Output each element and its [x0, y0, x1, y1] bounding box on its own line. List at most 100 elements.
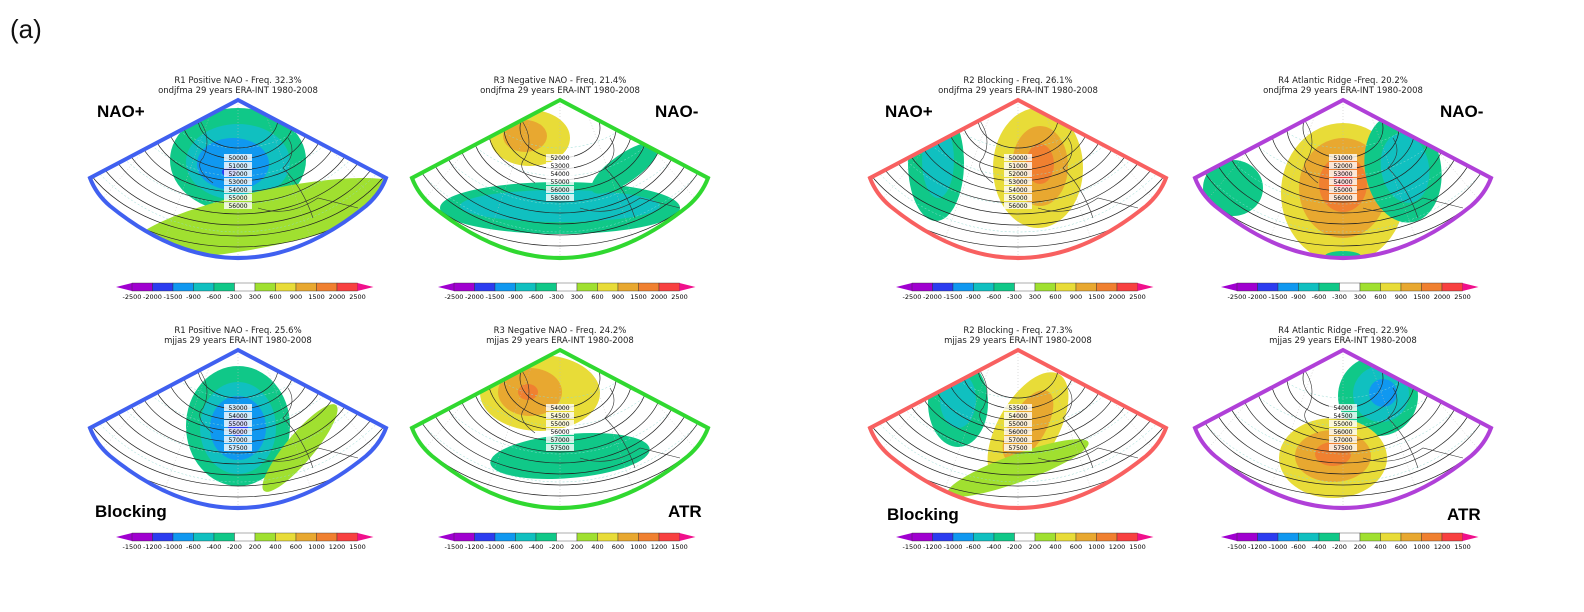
- panel-title: R1 Positive NAO - Freq. 32.3%: [174, 76, 302, 86]
- colorbar-tick-label: 1500: [1413, 293, 1430, 301]
- contour-label: 56000: [1333, 429, 1352, 436]
- colorbar-swatch: [152, 532, 174, 542]
- colorbar-swatch: [1034, 532, 1056, 542]
- colorbar-tick-label: 1500: [1129, 543, 1146, 551]
- anomaly-shading: [518, 384, 538, 400]
- colorbar-swatch: [932, 282, 954, 292]
- coastline: [977, 117, 1139, 219]
- regime-label: Blocking: [887, 505, 959, 524]
- colorbar-tick-label: -1500: [123, 543, 142, 551]
- colorbar-swatch: [234, 532, 256, 542]
- colorbar-swatch: [597, 282, 619, 292]
- colorbar-swatch: [1236, 282, 1258, 292]
- domain-border: [87, 97, 389, 260]
- contour-label: 55000: [550, 179, 569, 186]
- contour-label: 55000: [228, 421, 247, 428]
- colorbar-swatch: [453, 282, 475, 292]
- colorbar-swatch: [1400, 282, 1422, 292]
- colorbar-tick-label: -2500: [123, 293, 142, 301]
- colorbar-tick-label: 200: [1029, 543, 1041, 551]
- colorbar-swatch: [474, 282, 496, 292]
- figure-label: (a): [10, 14, 42, 44]
- panel-subtitle: ondjfma 29 years ERA-INT 1980-2008: [938, 86, 1098, 96]
- colorbar-tick-label: 2000: [329, 293, 346, 301]
- colorbar: -1500 -1200 -1000 -600 -400 -200 200 400 600 1000…: [116, 532, 374, 551]
- contour-label: 52000: [228, 171, 247, 178]
- panel-subtitle: ondjfma 29 years ERA-INT 1980-2008: [158, 86, 318, 96]
- colorbar-tick-label: -1000: [1269, 543, 1288, 551]
- colorbar-tick-label: 600: [269, 293, 281, 301]
- colorbar-swatch: [1441, 282, 1463, 292]
- colorbar-swatch: [193, 282, 215, 292]
- colorbar-swatch: [172, 282, 194, 292]
- colorbar-swatch: [1298, 532, 1320, 542]
- contour-line: [90, 100, 386, 226]
- colorbar-tick-label: -1500: [486, 293, 505, 301]
- colorbar-swatch: [1380, 282, 1402, 292]
- colorbar-tick-label: 300: [571, 293, 583, 301]
- colorbar-tick-label: 300: [249, 293, 261, 301]
- contour-label: 54000: [1333, 179, 1352, 186]
- contour-label: 56000: [1333, 195, 1352, 202]
- colorbar-tick-label: 400: [1374, 543, 1386, 551]
- domain-border: [409, 97, 711, 260]
- contour-label: 54000: [550, 171, 569, 178]
- colorbar-swatch: [1014, 532, 1036, 542]
- colorbar-swatch: [535, 282, 557, 292]
- colorbar-arrow-low: [1221, 533, 1237, 541]
- anomaly-shading: [503, 120, 547, 152]
- colorbar-swatch: [911, 282, 933, 292]
- colorbar-tick-label: -1500: [1269, 293, 1288, 301]
- colorbar-tick-label: -400: [1312, 543, 1327, 551]
- colorbar-tick-label: 1500: [630, 293, 647, 301]
- colorbar-tick-label: 1200: [1109, 543, 1126, 551]
- colorbar-tick-label: 2000: [1434, 293, 1451, 301]
- colorbar-swatch: [556, 282, 578, 292]
- contour-line: [870, 100, 1166, 226]
- colorbar-swatch: [275, 532, 297, 542]
- colorbar-swatch: [1277, 282, 1299, 292]
- colorbar-swatch: [597, 532, 619, 542]
- contour-label: 56000: [228, 429, 247, 436]
- colorbar-tick-label: -1500: [903, 543, 922, 551]
- colorbar-swatch: [1236, 532, 1258, 542]
- panel-title: R1 Positive NAO - Freq. 25.6%: [174, 326, 302, 336]
- colorbar-tick-label: -1000: [486, 543, 505, 551]
- colorbar-tick-label: -600: [987, 293, 1002, 301]
- contour-label: 57500: [228, 445, 247, 452]
- colorbar-swatch: [336, 532, 358, 542]
- colorbar-swatch: [658, 532, 680, 542]
- contour-line: [870, 350, 1166, 476]
- contour-line: [870, 350, 1166, 498]
- colorbar-swatch: [213, 282, 235, 292]
- panel-subtitle: ondjfma 29 years ERA-INT 1980-2008: [480, 86, 640, 96]
- contour-label: 54000: [1333, 405, 1352, 412]
- contour-label: 54500: [550, 413, 569, 420]
- colorbar-tick-label: 300: [1029, 293, 1041, 301]
- panel-title: R2 Blocking - Freq. 27.3%: [963, 326, 1073, 336]
- colorbar-swatch: [1014, 282, 1036, 292]
- colorbar-swatch: [474, 532, 496, 542]
- colorbar-swatch: [1055, 532, 1077, 542]
- anomaly-shading: [262, 404, 338, 492]
- regime-label: NAO+: [97, 102, 145, 121]
- anomaly-shading: [130, 178, 386, 258]
- colorbar-tick-label: 200: [1354, 543, 1366, 551]
- colorbar-swatch: [316, 282, 338, 292]
- colorbar-tick-label: -200: [1332, 543, 1347, 551]
- colorbar-tick-label: 900: [612, 293, 624, 301]
- contour-label: 57000: [228, 437, 247, 444]
- contour-label: 57500: [1333, 445, 1352, 452]
- contour-label: 55000: [228, 195, 247, 202]
- colorbar-tick-label: -400: [529, 543, 544, 551]
- colorbar-tick-label: -2500: [445, 293, 464, 301]
- colorbar-tick-label: 2500: [671, 293, 688, 301]
- regime-label: ATR: [668, 502, 702, 521]
- colorbar-swatch: [131, 282, 153, 292]
- colorbar-tick-label: -1200: [923, 543, 942, 551]
- colorbar-arrow-low: [438, 533, 454, 541]
- colorbar-tick-label: 400: [1049, 543, 1061, 551]
- colorbar-swatch: [1096, 532, 1118, 542]
- contour-label: 53000: [550, 163, 569, 170]
- colorbar-tick-label: -1000: [944, 543, 963, 551]
